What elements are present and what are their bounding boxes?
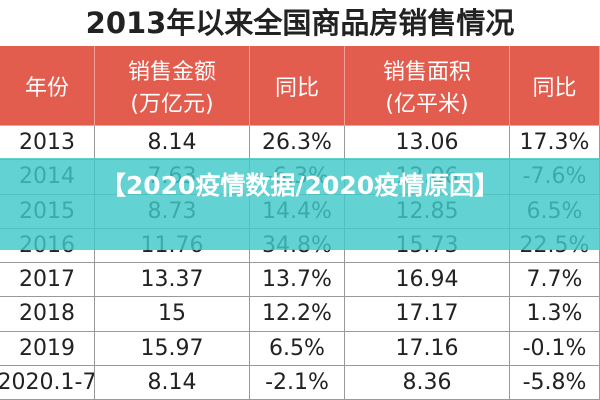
table-cell: -2.1% (250, 365, 345, 400)
header-cell: 年份 (0, 46, 95, 126)
table-cell: 2018 (0, 297, 95, 332)
table-cell: 2020.1-7 (0, 365, 95, 400)
table-cell: 6.5% (250, 331, 345, 366)
header-cell: 同比 (250, 46, 345, 126)
table-cell: 2019 (0, 331, 95, 366)
table-cell: 13.37 (95, 263, 250, 298)
table-cell: 15.97 (95, 331, 250, 366)
table-cell: 7.7% (510, 263, 600, 298)
table-cell: 8.36 (345, 365, 510, 400)
header-text: 同比 (532, 75, 577, 101)
table-cell: 2017 (0, 263, 95, 298)
table-cell: -5.8% (510, 365, 600, 400)
table-cell: 12.2% (250, 297, 345, 332)
table-cell: 1.3% (510, 297, 600, 332)
header-text: 同比 (274, 75, 319, 101)
header-text: (亿平米) (385, 91, 469, 117)
header-text: 销售金额 (127, 59, 216, 85)
header-cell: 销售面积 (亿平米) (345, 46, 510, 126)
header-cell: 同比 (510, 46, 600, 126)
banner-text: 【2020疫情数据/2020疫情原因】 (100, 171, 500, 200)
table-cell: 2013 (0, 126, 95, 161)
banner-band (0, 158, 600, 250)
table-cell: 17.16 (345, 331, 510, 366)
table-cell: 8.14 (95, 365, 250, 400)
header-text: 年份 (24, 75, 69, 101)
table-cell: 8.14 (95, 126, 250, 161)
table-cell: 26.3% (250, 126, 345, 161)
title: 2013年以来全国商品房销售情况 (85, 6, 515, 40)
header-cell: 销售金额 (万亿元) (95, 46, 250, 126)
table-cell: 15 (95, 297, 250, 332)
header-text: (万亿元) (130, 91, 214, 117)
header-text: 销售面积 (382, 59, 471, 85)
table-cell: 13.7% (250, 263, 345, 298)
table-cell: -0.1% (510, 331, 600, 366)
table-cell: 13.06 (345, 126, 510, 161)
table-cell: 17.3% (510, 126, 600, 161)
table-cell: 17.17 (345, 297, 510, 332)
table-cell: 16.94 (345, 263, 510, 298)
